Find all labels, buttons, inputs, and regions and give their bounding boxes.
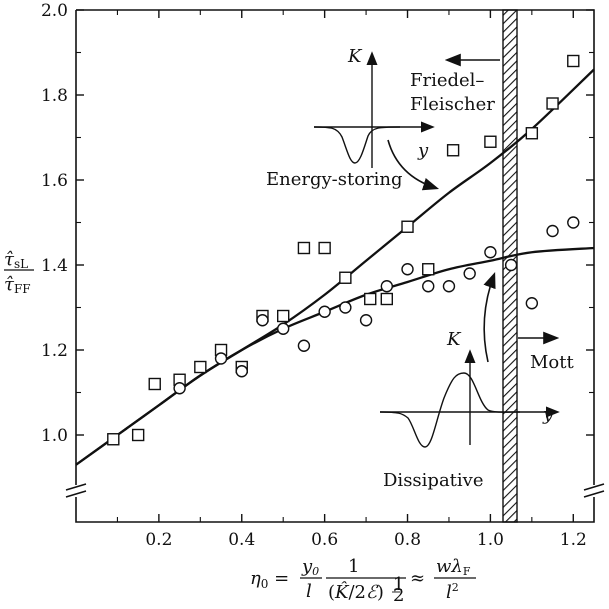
square-point <box>422 263 435 276</box>
data-points <box>107 54 580 446</box>
square-point <box>339 271 352 284</box>
square-point <box>401 220 414 233</box>
y-tick-label: 1.2 <box>41 341 68 361</box>
square-point <box>446 144 460 157</box>
x-axis-label: η0 = y0 l 1 (K̂/2ℰ) 1 2 ≈ wλF l2 <box>250 556 476 606</box>
friedel-label: Friedel– <box>410 70 484 91</box>
axis-break-right <box>583 483 605 498</box>
y-tick-label: 1.4 <box>41 256 68 276</box>
svg-text:τ̂FF: τ̂FF <box>4 274 31 296</box>
square-point <box>318 241 331 255</box>
circle-point <box>525 297 539 310</box>
svg-text:τ̂sL: τ̂sL <box>4 249 28 271</box>
x-tick-label: 0.4 <box>228 530 255 550</box>
energy-storing-label: Energy-storing <box>266 169 403 190</box>
svg-text:1: 1 <box>348 556 359 577</box>
svg-text:(K̂/2ℰ): (K̂/2ℰ) <box>328 581 384 603</box>
circle-point <box>401 263 414 276</box>
circle-point <box>214 352 228 365</box>
circle-point <box>359 314 373 327</box>
circle-point <box>546 224 559 238</box>
y-tick-label: 1.0 <box>41 426 68 446</box>
square-point <box>546 97 559 110</box>
square-point <box>484 135 497 148</box>
circle-point <box>339 301 352 314</box>
circle-point <box>422 280 435 293</box>
inset-k-label-1: K <box>347 46 363 67</box>
square-point <box>148 377 161 391</box>
y-tick-label: 2.0 <box>41 1 68 21</box>
x-tick-label: 0.6 <box>311 530 338 550</box>
energy-storing-inset: K y Energy-storing <box>266 46 440 191</box>
plot-frame <box>65 9 605 523</box>
x-tick-label: 0.8 <box>394 530 421 550</box>
svg-text:l2: l2 <box>446 581 459 603</box>
friedel-fleischer-annotation: Friedel– Fleischer <box>410 53 500 115</box>
dissipative-label: Dissipative <box>383 470 484 491</box>
inset-k-label-2: K <box>446 329 462 350</box>
axis-ticks: 0.2 0.4 0.6 0.8 1.0 1.2 1.0 1.2 1.4 1.6 1.8 2.0 <box>41 1 594 550</box>
circle-point <box>277 322 290 335</box>
svg-text:≈: ≈ <box>410 568 425 589</box>
svg-text:2: 2 <box>393 585 404 606</box>
svg-text:y0: y0 <box>301 556 319 578</box>
circle-point <box>380 280 393 293</box>
y-axis-label: τ̂sL τ̂FF <box>4 249 34 296</box>
circle-point <box>235 365 248 378</box>
circle-point <box>463 267 476 280</box>
x-tick-label: 1.0 <box>477 530 504 550</box>
y-tick-label: 1.8 <box>41 86 68 106</box>
square-point <box>567 54 580 68</box>
circle-point <box>484 246 497 259</box>
square-point <box>131 428 145 442</box>
axis-break-left <box>65 483 87 498</box>
square-point <box>297 241 311 255</box>
square-point <box>380 292 393 306</box>
inset-y-label-2: y <box>542 404 554 425</box>
circle-point <box>504 258 518 272</box>
inset-y-label-1: y <box>417 140 429 161</box>
square-point <box>107 433 120 446</box>
fleischer-label: Fleischer <box>410 94 495 115</box>
svg-text:1: 1 <box>393 574 404 595</box>
svg-text:l: l <box>306 581 312 602</box>
square-point <box>364 292 377 306</box>
circle-point <box>318 305 331 318</box>
svg-text:η0 =: η0 = <box>250 568 289 591</box>
svg-text:wλF: wλF <box>436 556 471 578</box>
square-point <box>277 309 290 323</box>
mott-label: Mott <box>530 352 575 373</box>
square-point <box>525 127 539 140</box>
circle-point <box>442 280 456 293</box>
x-tick-label: 1.2 <box>560 530 587 550</box>
y-tick-label: 1.6 <box>41 171 68 191</box>
circle-point <box>256 314 269 327</box>
circle-point <box>567 216 580 229</box>
circle-point <box>173 382 186 395</box>
circle-point <box>297 339 311 352</box>
mott-annotation: Mott <box>518 331 575 373</box>
dissipative-inset: K y Dissipative <box>379 272 560 491</box>
square-point <box>194 360 207 374</box>
x-tick-label: 0.2 <box>145 530 172 550</box>
